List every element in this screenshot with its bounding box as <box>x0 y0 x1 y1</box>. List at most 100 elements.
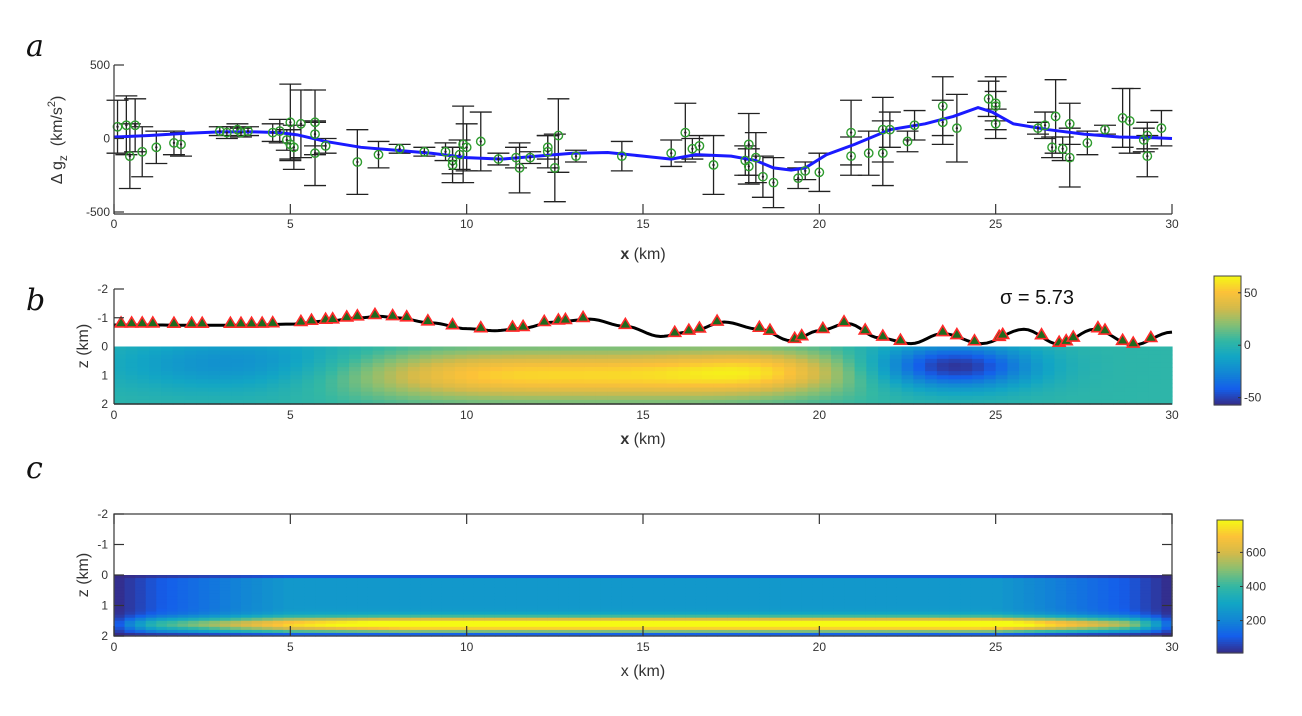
heatmap-cell <box>336 626 348 631</box>
heatmap-cell <box>219 375 233 380</box>
y-tick-label: 0 <box>103 132 110 146</box>
heatmap-cell <box>145 623 157 628</box>
heatmap-cell <box>410 599 422 604</box>
data-point <box>274 126 285 137</box>
heatmap-cell <box>125 350 139 356</box>
heatmap-cell <box>166 605 179 610</box>
heatmap-cell <box>621 602 634 607</box>
heatmap-cell <box>1150 632 1163 637</box>
heatmap-cell <box>548 367 562 372</box>
heatmap-cell <box>188 626 200 631</box>
heatmap-cell <box>907 587 919 591</box>
heatmap-cell <box>243 362 256 368</box>
data-point-center <box>292 146 296 149</box>
heatmap-cell <box>1066 346 1079 352</box>
heatmap-cell <box>713 395 726 401</box>
colorbar-segment <box>1217 568 1243 572</box>
heatmap-cell <box>866 354 879 360</box>
heatmap-cell <box>537 629 549 634</box>
heatmap-cell <box>473 617 485 622</box>
heatmap-cell <box>346 626 358 631</box>
heatmap-cell <box>208 395 221 401</box>
heatmap-cell <box>738 632 750 637</box>
heatmap-cell <box>407 383 421 389</box>
heatmap-cell <box>784 379 797 385</box>
heatmap-cell <box>1089 371 1103 376</box>
heatmap-cell <box>399 581 411 585</box>
heatmap-cell <box>664 596 676 600</box>
heatmap-cell <box>360 354 374 360</box>
heatmap-cell <box>972 354 985 360</box>
heatmap-cell <box>325 614 337 619</box>
heatmap-cell <box>278 399 291 405</box>
heatmap-cell <box>372 346 385 352</box>
heatmap-cell <box>325 593 337 597</box>
heatmap-cell <box>801 593 813 597</box>
heatmap-cell <box>643 362 656 368</box>
heatmap-cell <box>690 350 703 356</box>
heatmap-cell <box>1129 608 1141 613</box>
heatmap-cell <box>188 581 200 585</box>
heatmap-cell <box>484 596 496 600</box>
heatmap-cell <box>1129 581 1141 585</box>
heatmap-cell <box>513 354 527 360</box>
heatmap-cell <box>854 626 866 631</box>
heatmap-cell <box>981 587 993 591</box>
heatmap-cell <box>420 605 432 610</box>
heatmap-cell <box>463 617 475 622</box>
heatmap-cell <box>717 578 729 582</box>
heatmap-cell <box>1066 395 1079 401</box>
heatmap-cell <box>738 584 750 588</box>
heatmap-cell <box>695 587 708 591</box>
heatmap-cell <box>717 623 729 628</box>
heatmap-cell <box>313 358 327 364</box>
heatmap-cell <box>690 395 703 401</box>
heatmap-cell <box>738 617 750 622</box>
heatmap-cell <box>420 602 432 607</box>
heatmap-cell <box>137 358 150 364</box>
heatmap-cell <box>706 584 718 588</box>
heatmap-cell <box>558 629 570 634</box>
heatmap-cell <box>243 371 256 376</box>
station-marker <box>325 311 341 324</box>
data-point <box>758 171 768 182</box>
heatmap-cell <box>219 590 231 594</box>
heatmap-cell <box>632 611 644 616</box>
heatmap-cell <box>748 623 760 628</box>
station-marker <box>667 324 683 338</box>
heatmap-cell <box>124 593 136 597</box>
heatmap-cell <box>494 605 507 610</box>
heatmap-cell <box>784 387 797 393</box>
colorbar-tick-label: 600 <box>1246 545 1266 559</box>
heatmap-cell <box>1148 383 1161 389</box>
heatmap-cell <box>389 584 401 588</box>
heatmap-cell <box>149 371 162 376</box>
heatmap-cell <box>231 395 244 401</box>
heatmap-cell <box>137 350 150 356</box>
heatmap-cell <box>255 391 268 397</box>
heatmap-cell <box>833 593 845 597</box>
heatmap-cell <box>833 632 845 637</box>
heatmap-cell <box>262 614 274 619</box>
heatmap-cell <box>266 375 280 380</box>
heatmap-cell <box>579 593 591 597</box>
colorbar-segment <box>1214 325 1241 329</box>
heatmap-cell <box>1066 590 1078 594</box>
heatmap-cell <box>278 379 291 385</box>
heatmap-cell <box>272 596 284 600</box>
heatmap-cell <box>854 350 867 356</box>
heatmap-cell <box>1087 584 1099 588</box>
heatmap-cell <box>431 629 443 634</box>
heatmap-cell <box>584 362 597 368</box>
heatmap-cell <box>653 593 665 597</box>
heatmap-cell <box>1129 593 1141 597</box>
heatmap-cell <box>548 383 562 389</box>
heatmap-cell <box>240 608 253 613</box>
heatmap-cell <box>431 632 443 637</box>
heatmap-cell <box>590 587 602 591</box>
heatmap-cell <box>537 632 549 637</box>
heatmap-cell <box>654 375 668 380</box>
heatmap-cell <box>1013 575 1025 579</box>
data-point <box>846 151 856 162</box>
